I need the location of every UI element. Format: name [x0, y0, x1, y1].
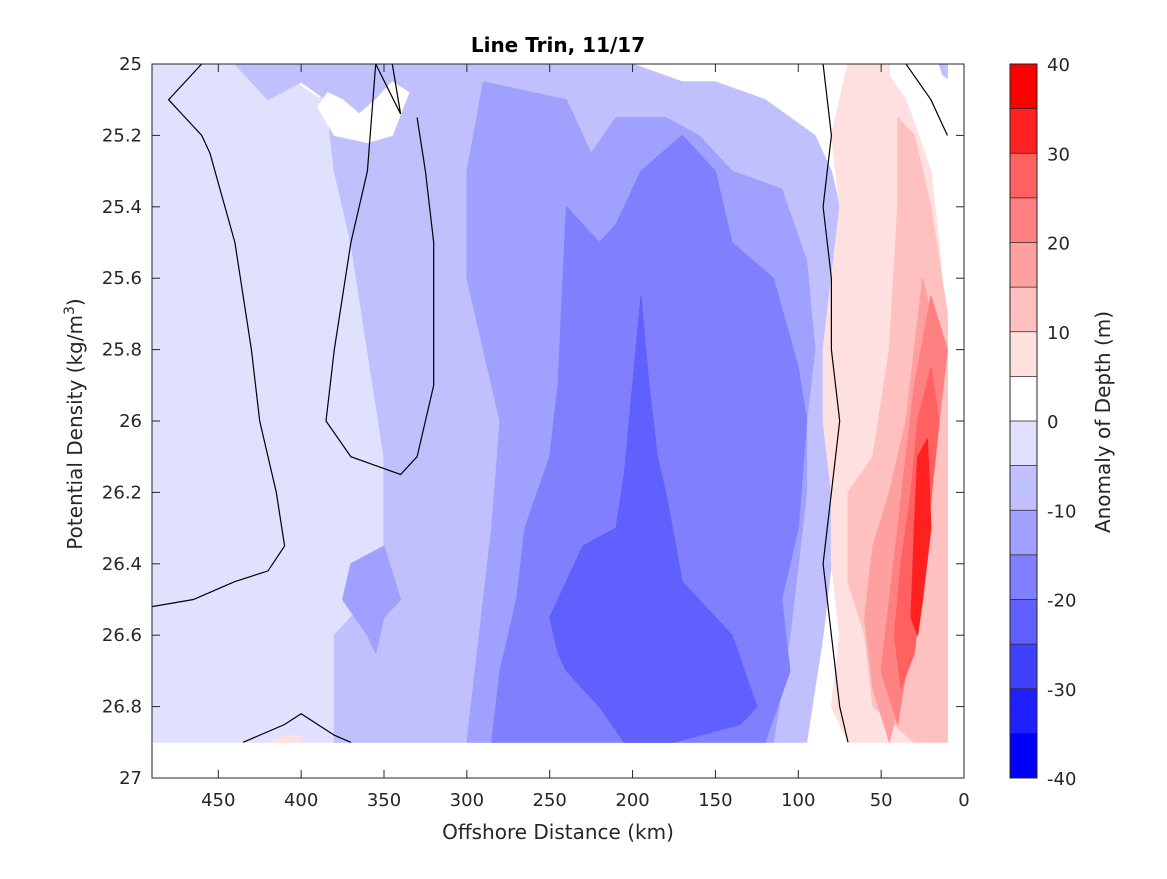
y-tick-label: 26.8 — [102, 697, 142, 718]
x-tick-label: 400 — [284, 790, 318, 811]
y-tick-label: 26 — [119, 411, 142, 432]
colorbar-band — [1010, 465, 1037, 511]
colorbar-tick-label: 20 — [1047, 234, 1070, 255]
y-tick-label: 25.4 — [102, 197, 142, 218]
contour-fill-19 — [317, 81, 410, 143]
x-tick-label: 250 — [533, 790, 567, 811]
colorbar-band — [1010, 644, 1037, 689]
x-tick-label: 0 — [958, 790, 969, 811]
x-tick-label: 150 — [698, 790, 732, 811]
y-tick-label: 25.2 — [102, 125, 142, 146]
colorbar-band — [1010, 242, 1037, 288]
y-tick-label: 26.2 — [102, 482, 142, 503]
colorbar-tick-label: 30 — [1047, 144, 1070, 165]
chart-title: Line Trin, 11/17 — [471, 33, 645, 57]
contour-fill-20 — [938, 64, 948, 79]
x-tick-label: 200 — [615, 790, 649, 811]
colorbar-tick-label: -40 — [1047, 769, 1076, 790]
y-tick-label: 26.6 — [102, 625, 142, 646]
contour-fill-7 — [342, 545, 402, 654]
colorbar-band — [1010, 197, 1037, 243]
x-tick-label: 50 — [870, 790, 893, 811]
colorbar-band — [1010, 599, 1037, 645]
colorbar-band — [1010, 421, 1037, 466]
colorbar-tick-label: 40 — [1047, 55, 1070, 76]
y-tick-label: 27 — [119, 768, 142, 789]
colorbar-band — [1010, 733, 1037, 778]
y-axis-label-main: Potential Density (kg/m — [63, 315, 87, 550]
colorbar-band — [1010, 108, 1037, 154]
y-axis-label: Potential Density (kg/m3) — [62, 298, 87, 549]
y-tick-label: 26.4 — [102, 554, 142, 575]
colorbar-band — [1010, 688, 1037, 734]
colorbar-label: Anomaly of Depth (m) — [1091, 311, 1115, 533]
y-axis: 25 25.2 25.4 25.6 25.8 26 26.2 26.4 26.6 26.8 27 — [102, 54, 964, 789]
x-tick-label: 300 — [450, 790, 484, 811]
colorbar-band — [1010, 331, 1037, 377]
contour-fill-17 — [259, 627, 294, 643]
zero-contour-line-2 — [242, 712, 352, 743]
x-axis: 450 400 350 300 250 200 150 100 50 0 — [201, 64, 970, 811]
zero-contour-line-3 — [822, 64, 849, 743]
colorbar-tick-label: -20 — [1047, 591, 1076, 612]
x-axis-label: Offshore Distance (km) — [442, 820, 674, 844]
contour-fill-18 — [860, 64, 890, 101]
zero-contour-line-4 — [905, 64, 948, 136]
colorbar-band — [1010, 510, 1037, 555]
colorbar-tick-label: -10 — [1047, 501, 1076, 522]
colorbar-axis: 40 30 20 10 0 -10 -20 -30 -40 — [1047, 55, 1076, 790]
zero-contour-line-0 — [152, 64, 286, 608]
colorbar-band — [1010, 64, 1037, 109]
colorbar — [1009, 63, 1038, 779]
contour-fill-16 — [267, 734, 302, 743]
colorbar-band — [1010, 554, 1037, 600]
colorbar-band — [1010, 153, 1037, 198]
x-tick-label: 100 — [781, 790, 815, 811]
colorbar-band — [1010, 376, 1037, 421]
filled-contours — [152, 64, 948, 743]
y-tick-label: 25.6 — [102, 268, 142, 289]
colorbar-tick-label: -30 — [1047, 680, 1076, 701]
colorbar-tick-label: 10 — [1047, 323, 1070, 344]
zero-contour-lines — [152, 64, 948, 743]
x-tick-label: 450 — [201, 790, 235, 811]
y-tick-label: 25 — [119, 54, 142, 75]
colorbar-frame — [1009, 63, 1038, 779]
y-tick-label: 25.8 — [102, 340, 142, 361]
contour-fill-15 — [910, 438, 932, 636]
contour-fill-9 — [549, 295, 758, 743]
y-axis-label-close: ) — [63, 298, 87, 306]
colorbar-tick-label: 0 — [1047, 412, 1058, 433]
zero-contour-line-1 — [325, 64, 435, 476]
x-tick-label: 350 — [367, 790, 401, 811]
y-axis-label-superscript: 3 — [62, 306, 78, 315]
colorbar-band — [1010, 287, 1037, 332]
